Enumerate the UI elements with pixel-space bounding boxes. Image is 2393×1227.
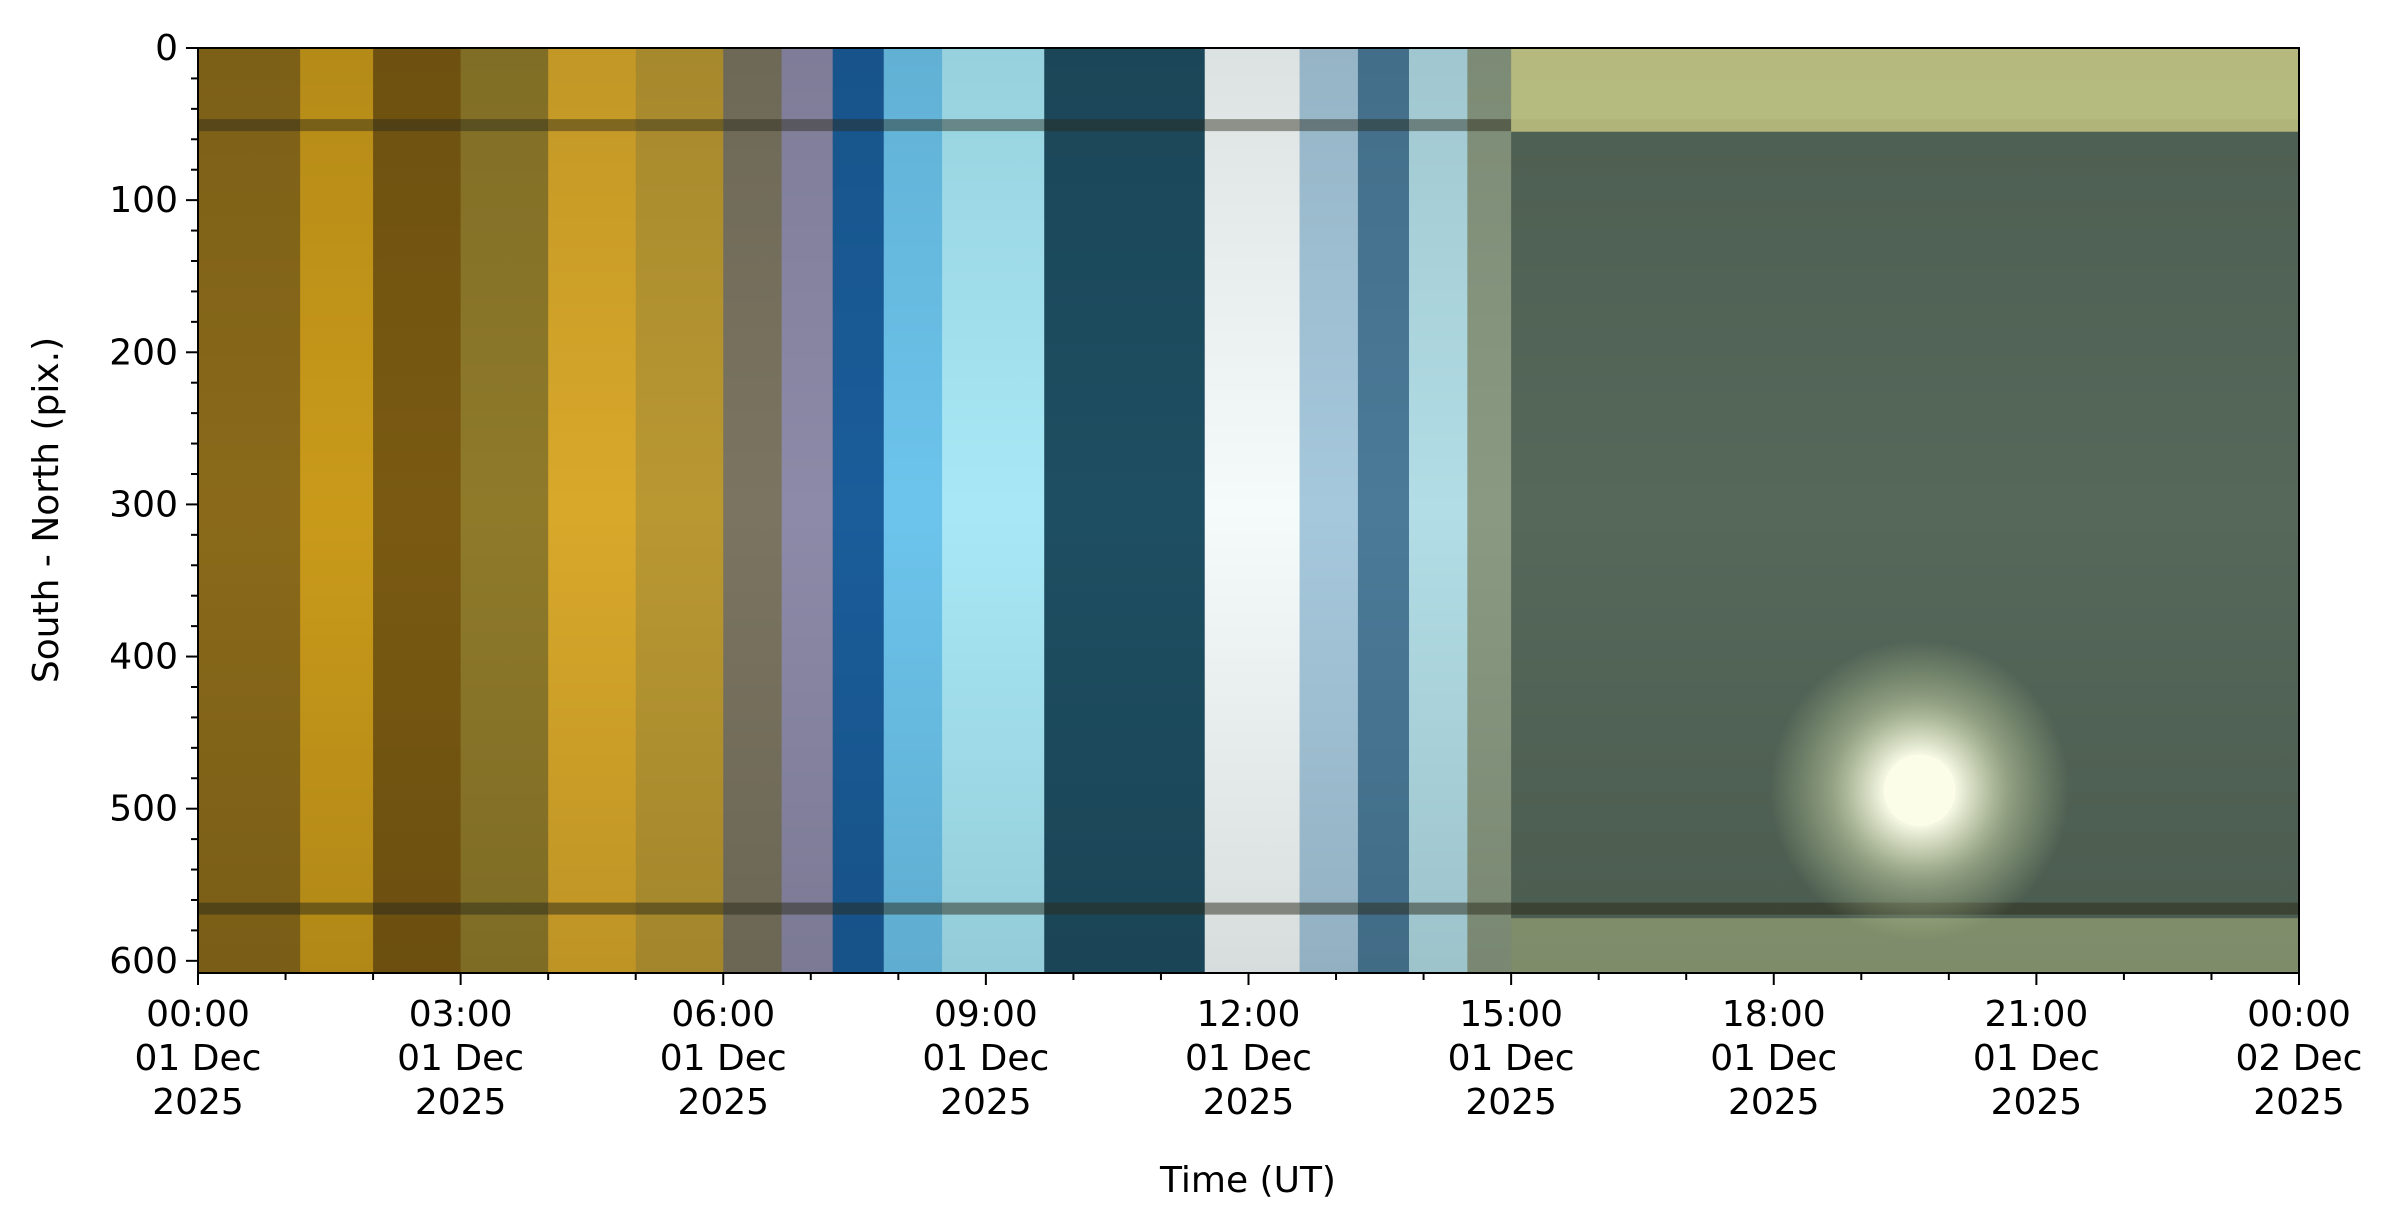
x-tick-label: 06:00 01 Dec 2025: [660, 994, 787, 1123]
bright-source: [1883, 754, 1956, 827]
y-tick-label: 0: [155, 28, 178, 69]
y-tick-label: 400: [109, 637, 178, 678]
x-tick-label: 00:00 02 Dec 2025: [2236, 994, 2363, 1123]
y-tick-label: 300: [109, 484, 178, 525]
y-axis: 0 100 200 300 400 500 600: [109, 28, 198, 982]
x-axis-label: Time (UT): [1159, 1160, 1336, 1201]
x-tick-label: 12:00 01 Dec 2025: [1185, 994, 1312, 1123]
x-tick-label: 03:00 01 Dec 2025: [397, 994, 524, 1123]
x-tick-label: 18:00 01 Dec 2025: [1710, 994, 1837, 1123]
x-tick-label: 15:00 01 Dec 2025: [1448, 994, 1575, 1123]
y-axis-label: South - North (pix.): [26, 337, 67, 683]
x-axis: 00:00 01 Dec 2025 03:00 01 Dec 2025 06:00 01 De…: [135, 973, 2363, 1123]
lower-dark-band: [198, 902, 2299, 915]
x-tick-label: 00:00 01 Dec 2025: [135, 994, 262, 1123]
x-tick-label: 09:00 01 Dec 2025: [922, 994, 1049, 1123]
y-tick-label: 100: [109, 180, 178, 221]
y-tick-label: 600: [109, 941, 178, 982]
y-tick-label: 200: [109, 332, 178, 373]
x-tick-label: 21:00 01 Dec 2025: [1973, 994, 2100, 1123]
y-tick-label: 500: [109, 789, 178, 830]
plot-area: [198, 48, 2299, 973]
upper-bright-band: [1511, 48, 2299, 132]
